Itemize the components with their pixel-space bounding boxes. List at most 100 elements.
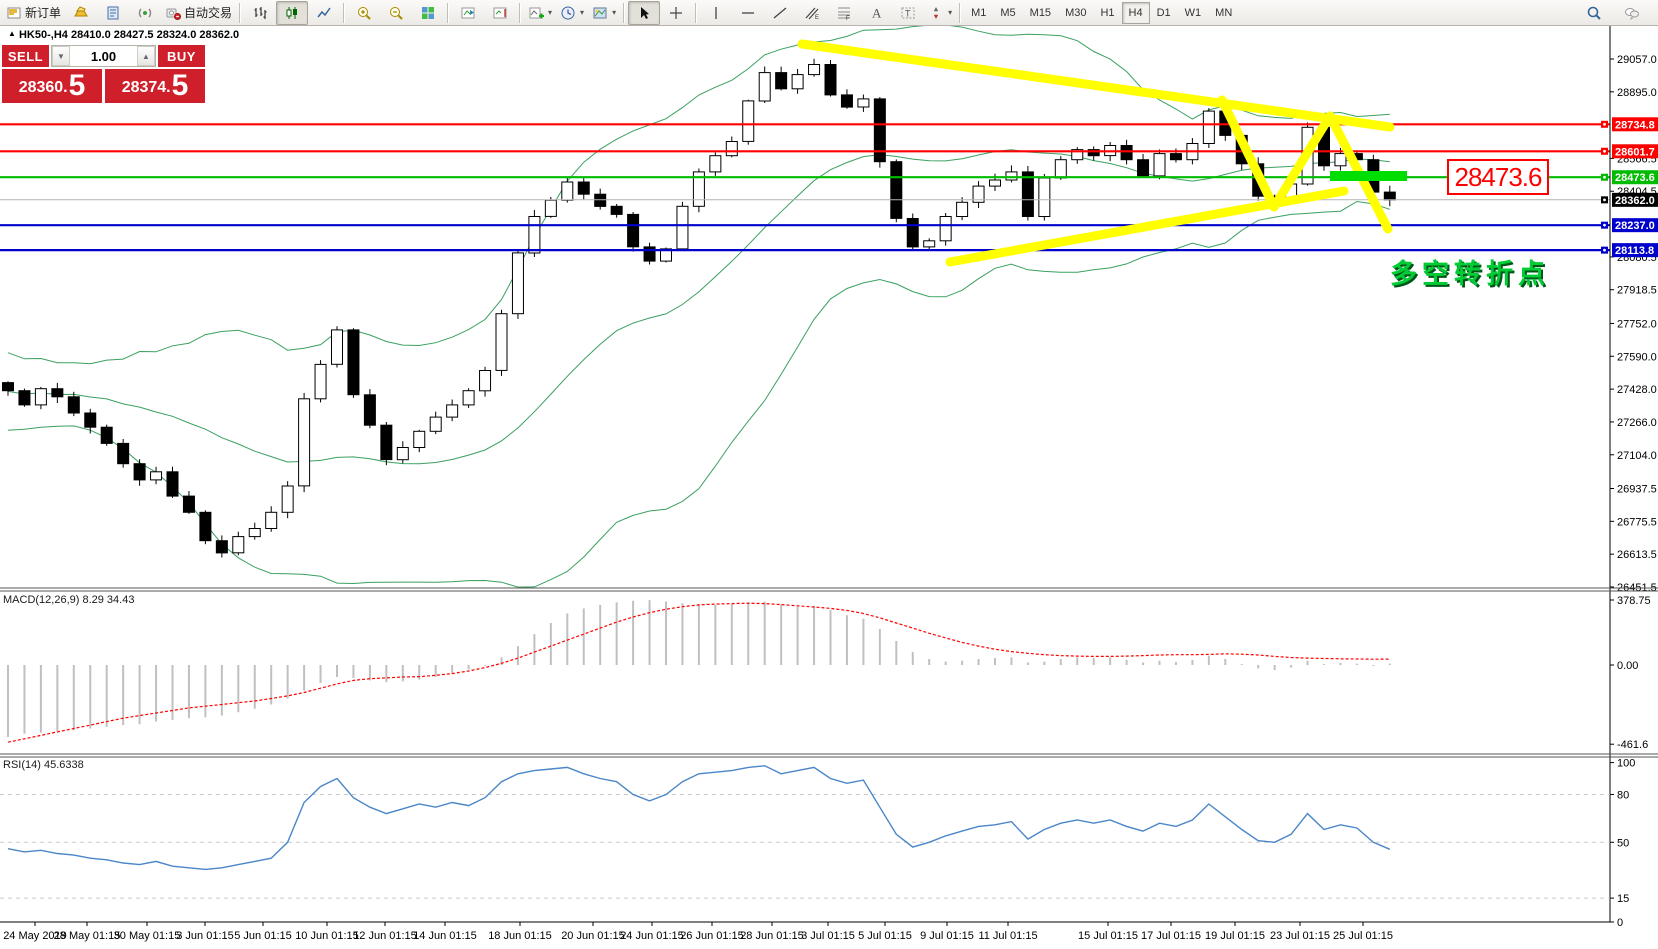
rsi-axis-label: 100	[1617, 758, 1635, 770]
symbol-ohlc-values: 28410.0 28427.5 28324.0 28362.0	[70, 29, 240, 41]
volume-down-icon[interactable]: ▼	[52, 46, 70, 66]
indicators-button[interactable]: ▾	[524, 1, 556, 25]
cursor-button[interactable]	[628, 0, 661, 25]
chinese-annotation-text[interactable]: 多空转折点	[1390, 259, 1550, 289]
rsi-panel[interactable]: 100 80 50 15 0	[0, 758, 1635, 929]
timeframe-h4-button[interactable]: H4	[1121, 1, 1150, 24]
sell-button[interactable]: SELL	[2, 45, 49, 67]
timeframe-m15-button[interactable]: M15	[1029, 6, 1052, 19]
yellow-trendline-4[interactable]	[1269, 111, 1335, 212]
yellow-trendline-1[interactable]	[797, 39, 1395, 132]
zoom-in-button[interactable]	[348, 1, 380, 25]
text-icon: A	[872, 5, 882, 20]
macd-panel[interactable]: 378.75 0.00 -461.6	[7, 595, 1651, 751]
toolbar-separator	[447, 2, 450, 23]
rsi-indicator-label: RSI(14) 45.6338	[3, 759, 84, 771]
buy-price-big-digit: 5	[171, 69, 189, 102]
market-depth-button[interactable]	[65, 1, 97, 25]
candle-chart-button[interactable]	[276, 0, 309, 25]
fibonacci-button[interactable]: F	[828, 1, 860, 25]
volume-up-icon[interactable]: ▲	[137, 46, 155, 66]
price-tag	[1612, 218, 1658, 233]
tile-windows-button[interactable]	[412, 1, 444, 25]
yellow-trendline-3[interactable]	[1217, 95, 1279, 212]
auto-trading-button[interactable]: 自动交易	[161, 1, 236, 25]
templates-button[interactable]: ▾	[588, 1, 620, 25]
candlestick	[1137, 159, 1150, 177]
timeframe-h1-button[interactable]: H1	[1100, 6, 1115, 19]
candles-icon	[286, 6, 298, 19]
candlestick	[1021, 171, 1034, 217]
arrows-button[interactable]: ▾	[924, 1, 956, 25]
yellow-trendline-2[interactable]	[945, 186, 1349, 267]
bollinger-lower	[7, 200, 1390, 588]
candlestick	[1383, 191, 1396, 201]
date-label: 17 Jul 01:15	[1141, 930, 1201, 942]
candlestick	[923, 240, 936, 248]
text-label-button[interactable]: T	[892, 1, 924, 25]
svg-text:T: T	[905, 8, 911, 18]
chart-shift-button[interactable]	[484, 1, 516, 25]
candlestick	[989, 179, 1001, 187]
candlestick	[1120, 145, 1133, 161]
chat-icon	[1625, 7, 1639, 20]
price-axis-label: 27428.0	[1617, 384, 1657, 396]
timeframe-m1-button[interactable]: M1	[971, 6, 987, 19]
bar-chart-button[interactable]	[244, 1, 276, 25]
timeframe-m30-button[interactable]: M30	[1065, 6, 1087, 19]
rsi-axis-label: 0	[1617, 917, 1623, 929]
timeframe-d1-button[interactable]: D1	[1156, 6, 1171, 19]
auto-scroll-button[interactable]	[452, 1, 484, 25]
terminal-button[interactable]	[97, 1, 129, 25]
macd-axis-label: 0.00	[1617, 660, 1638, 672]
sell-price[interactable]: 28360. 5	[2, 69, 102, 103]
volume-input[interactable]: 1.00	[90, 48, 117, 64]
svg-text:A: A	[872, 5, 882, 20]
periods-button[interactable]: ▾	[556, 1, 588, 25]
vertical-line-button[interactable]	[700, 1, 732, 25]
price-callout-box[interactable]: 28473.6	[1447, 159, 1549, 195]
rsi-line	[7, 765, 1391, 871]
price-axis[interactable]: 29057.028895.028566.528404.528080.527918…	[1601, 26, 1658, 922]
macd-axis-label: -461.6	[1617, 739, 1648, 751]
green-highlight-bar[interactable]	[1330, 171, 1407, 181]
candlestick	[166, 471, 179, 497]
zoom-out-button[interactable]	[380, 1, 412, 25]
trendline-button[interactable]	[764, 1, 796, 25]
main-chart-panel[interactable]	[0, 24, 1610, 588]
candlestick	[1202, 110, 1215, 144]
price-tag	[1612, 170, 1658, 185]
line-chart-button[interactable]	[308, 1, 340, 25]
volume-stepper: ▼ 1.00 ▲	[51, 45, 156, 67]
search-button[interactable]	[1578, 1, 1610, 25]
buy-button[interactable]: BUY	[158, 45, 205, 67]
crosshair-button[interactable]	[660, 1, 692, 25]
candlestick	[232, 536, 245, 554]
price-tag	[1612, 144, 1658, 159]
equidistant-channel-button[interactable]: E	[796, 1, 828, 25]
toolbar-right-icons	[1578, 1, 1656, 25]
text-button[interactable]: A	[860, 1, 892, 25]
horizontal-line-button[interactable]	[732, 1, 764, 25]
timeframe-mn-button[interactable]: MN	[1215, 6, 1233, 19]
buy-price[interactable]: 28374. 5	[105, 69, 205, 103]
date-label: 28 Jun 01:15	[740, 930, 804, 942]
timeframe-w1-button[interactable]: W1	[1184, 6, 1202, 19]
date-label: 28 May 01:15	[54, 930, 121, 942]
sell-price-big-digit: 5	[68, 69, 86, 102]
date-label: 24 May 2019	[3, 930, 67, 942]
candlestick	[528, 216, 541, 254]
timeframe-m5-button[interactable]: M5	[1000, 6, 1016, 19]
date-label: 5 Jul 01:15	[858, 930, 912, 942]
new-order-button[interactable]: 新订单	[2, 1, 65, 25]
search-icon	[1587, 6, 1601, 20]
signals-button[interactable]	[129, 1, 161, 25]
template-icon	[593, 7, 607, 18]
chat-button[interactable]	[1616, 1, 1648, 25]
candlestick	[396, 447, 409, 461]
candlestick	[561, 181, 574, 201]
dropdown-arrow-icon: ▾	[580, 8, 585, 17]
price-tag-value: 28237.0	[1615, 220, 1655, 232]
